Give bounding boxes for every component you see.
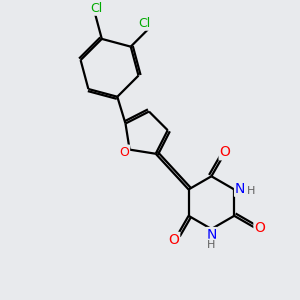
Text: N: N	[235, 182, 245, 196]
Text: O: O	[220, 145, 230, 159]
Text: Cl: Cl	[91, 2, 103, 15]
Text: Cl: Cl	[138, 17, 150, 30]
Text: H: H	[247, 186, 255, 196]
Text: O: O	[168, 233, 179, 247]
Text: N: N	[206, 228, 217, 242]
Text: O: O	[119, 146, 129, 158]
Text: O: O	[254, 220, 265, 235]
Text: H: H	[207, 240, 216, 250]
